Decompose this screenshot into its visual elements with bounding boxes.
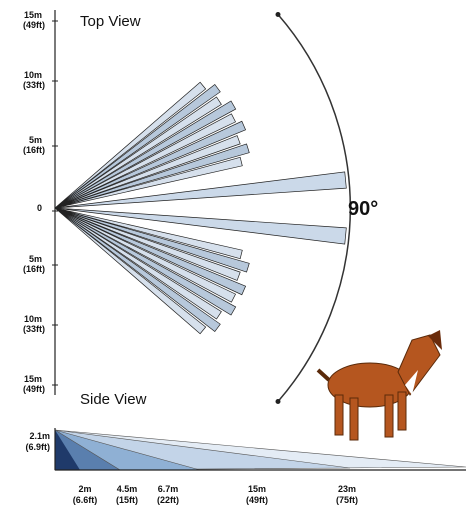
beam: [54, 156, 243, 209]
height-label: 2.1m: [29, 431, 50, 441]
side-beams: [54, 429, 466, 471]
angle-label: 90°: [348, 198, 378, 220]
distance-label-ft: (75ft): [336, 495, 358, 505]
y-label: 15m: [24, 10, 42, 20]
detection-fan: [54, 81, 347, 335]
beam: [54, 83, 221, 209]
distance-label-ft: (49ft): [246, 495, 268, 505]
beam: [54, 207, 347, 245]
distance-label-ft: (15ft): [116, 495, 138, 505]
y-label-ft: (33ft): [23, 80, 45, 90]
beam: [54, 207, 247, 296]
distance-label: 6.7m: [158, 484, 179, 494]
beam: [54, 120, 247, 209]
y-label: 0: [37, 203, 42, 213]
beam: [54, 207, 236, 303]
distance-label: 2m: [78, 484, 91, 494]
y-label: 10m: [24, 70, 42, 80]
y-label: 5m: [29, 135, 42, 145]
arc-end: [275, 399, 281, 404]
y-label-ft: (16ft): [23, 145, 45, 155]
y-label-ft: (33ft): [23, 324, 45, 334]
beam: [54, 207, 243, 260]
beam: [54, 81, 207, 209]
distance-label: 4.5m: [117, 484, 138, 494]
y-label: 5m: [29, 254, 42, 264]
top-view-title: Top View: [80, 13, 141, 30]
beam: [54, 96, 222, 209]
height-label-ft: (6.9ft): [26, 442, 51, 452]
y-label-ft: (49ft): [23, 20, 45, 30]
beam: [54, 207, 241, 281]
beam: [54, 135, 241, 209]
dog-illustration: [316, 330, 442, 441]
y-label-ft: (49ft): [23, 384, 45, 394]
beam: [54, 113, 236, 209]
distance-label-ft: (6.6ft): [73, 495, 98, 505]
distance-label: 15m: [248, 484, 266, 494]
distance-label-ft: (22ft): [157, 495, 179, 505]
range-arc: [277, 14, 352, 402]
beam: [54, 100, 237, 209]
y-label-ft: (16ft): [23, 264, 45, 274]
y-label: 15m: [24, 374, 42, 384]
beam: [54, 207, 221, 333]
beam: [54, 207, 207, 335]
y-label: 10m: [24, 314, 42, 324]
beam: [54, 207, 250, 273]
side-view-title: Side View: [80, 391, 147, 408]
distance-label: 23m: [338, 484, 356, 494]
beam: [54, 207, 237, 316]
beam: [54, 171, 347, 209]
beam: [54, 207, 222, 320]
beam: [54, 143, 250, 209]
arc-end: [275, 12, 281, 17]
